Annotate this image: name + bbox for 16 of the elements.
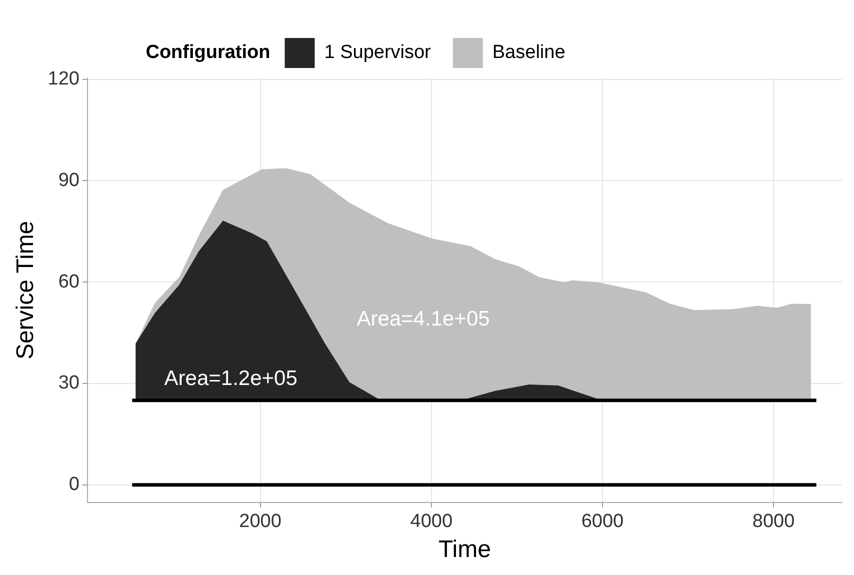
y-tick-label: 120 (48, 68, 80, 90)
x-tick-label: 2000 (239, 511, 282, 532)
y-tick-label: 60 (58, 271, 80, 292)
legend-label: Baseline (492, 42, 566, 64)
x-tick-label: 8000 (752, 511, 795, 532)
y-tick-label: 0 (68, 474, 80, 496)
legend-label: 1 Supervisor (324, 42, 432, 64)
y-tick-label: 90 (58, 170, 80, 191)
x-axis-title: Time (438, 536, 491, 564)
annotation: Area=4.1e+05 (356, 308, 490, 331)
y-tick-label: 30 (58, 372, 80, 394)
annotation: Area=1.2e+05 (164, 367, 298, 390)
y-axis-title: Service Time (12, 220, 40, 360)
x-tick-label: 4000 (410, 511, 453, 532)
legend-title: Configuration (146, 42, 270, 64)
x-tick-label: 6000 (581, 511, 624, 532)
